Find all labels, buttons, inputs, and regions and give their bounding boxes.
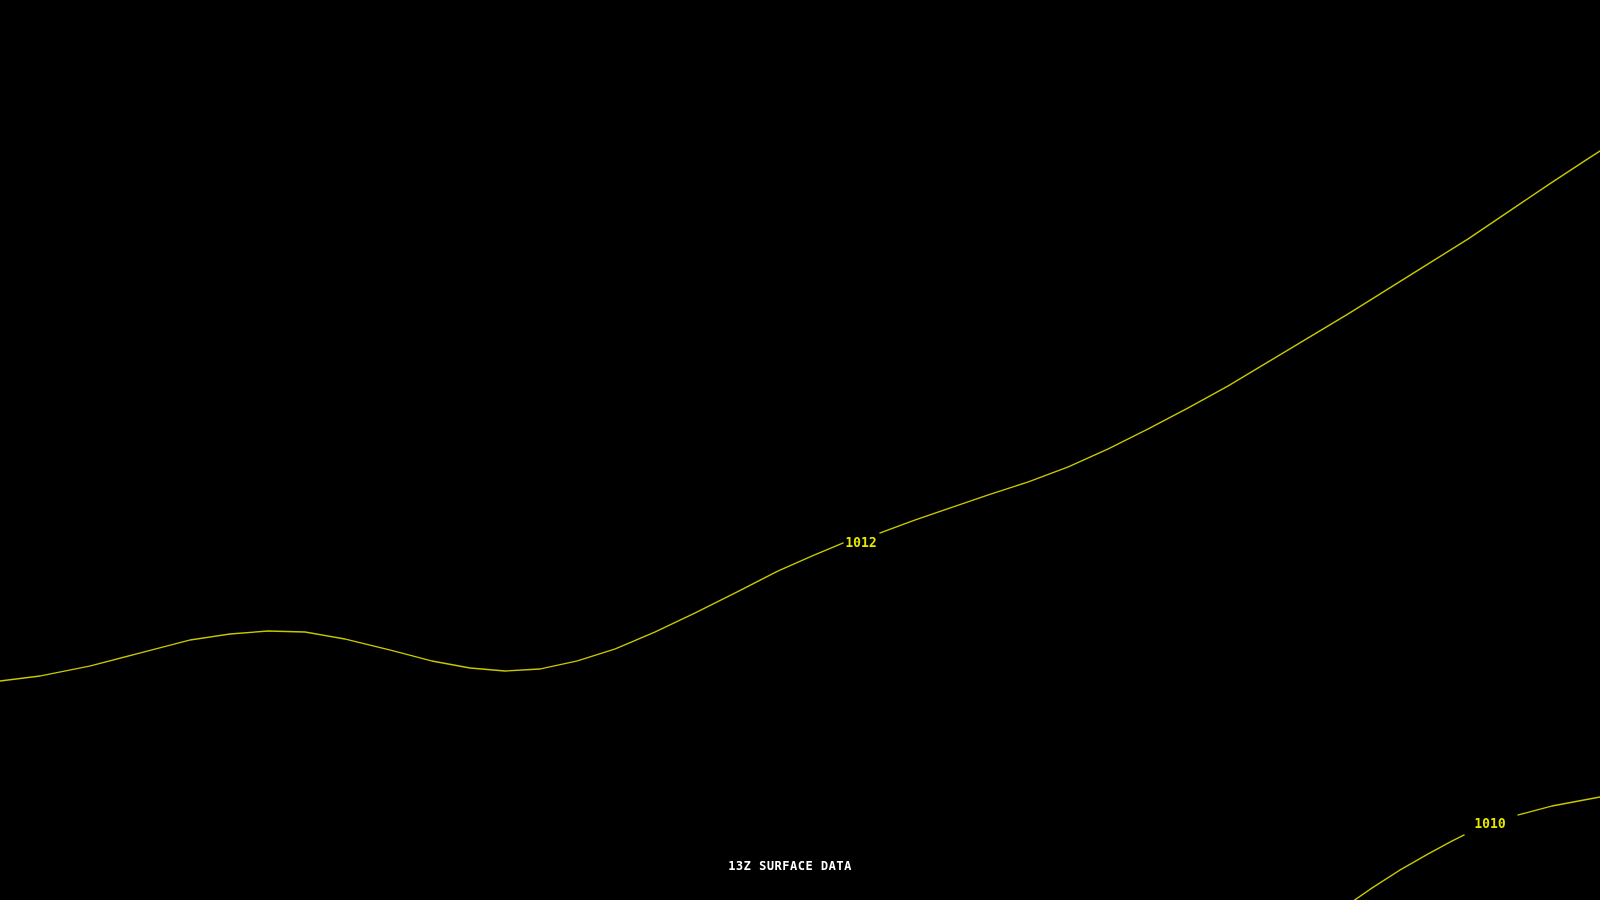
isobar-1012-segment-right xyxy=(879,150,1600,534)
footer-title: 13Z SURFACE DATA xyxy=(728,859,852,873)
isobar-1012-label: 1012 xyxy=(845,536,876,551)
isobar-1012-segment-left xyxy=(0,542,844,682)
isobar-1010-segment-left xyxy=(1353,834,1465,900)
isobar-1010-segment-right xyxy=(1517,796,1600,816)
isobar-1010-label: 1010 xyxy=(1474,817,1505,832)
